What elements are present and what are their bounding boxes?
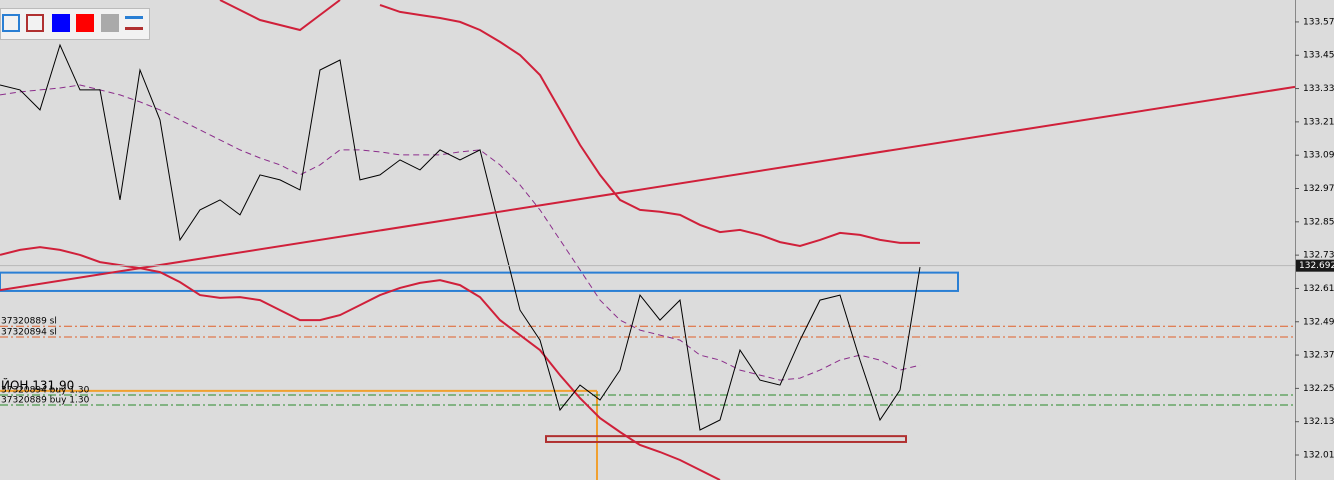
y-tick-label: 132.730 (1303, 251, 1334, 261)
blue-fill-tool[interactable] (52, 14, 70, 32)
red-fill-tool[interactable] (76, 14, 94, 32)
trendline (0, 85, 1296, 292)
y-tick-label: 133.330 (1303, 84, 1334, 94)
series-line (379, 4, 920, 248)
price-axis-panel (1295, 0, 1334, 480)
y-tick-label: 133.210 (1303, 117, 1334, 127)
y-tick-label: 132.250 (1303, 384, 1334, 394)
current-price-tag (1296, 259, 1334, 272)
order-label: 37320894 buy 1.30 (1, 386, 90, 396)
y-tick-label: 132.610 (1303, 284, 1334, 294)
red-rectangle-tool[interactable] (26, 14, 44, 32)
blue-rectangle-tool[interactable] (2, 14, 20, 32)
price-zone (0, 271, 959, 292)
y-tick-label: 132.970 (1303, 184, 1334, 194)
y-tick-label: 132.850 (1303, 217, 1334, 227)
y-tick-label: 133.090 (1303, 151, 1334, 161)
y-tick-label: 133.570 (1303, 17, 1334, 27)
price-zone (545, 435, 907, 443)
order-label: 37320889 sl (1, 317, 57, 327)
gray-fill-tool[interactable] (101, 14, 119, 32)
y-tick-label: 133.450 (1303, 51, 1334, 61)
order-label: 37320894 sl (1, 328, 57, 338)
current-price-label: 132.692 (1299, 261, 1334, 271)
line-style-tool[interactable] (125, 14, 143, 32)
y-tick-label: 132.490 (1303, 317, 1334, 327)
series-line (0, 246, 721, 480)
series-line (0, 43, 921, 431)
order-label: ЙОН 131,90 (1, 377, 74, 392)
series-line (219, 0, 341, 32)
drawing-toolbar (0, 8, 150, 40)
y-tick-label: 132.130 (1303, 417, 1334, 427)
order-label: 37320889 buy 1.30 (1, 396, 90, 406)
series-line (0, 84, 921, 381)
y-tick-label: 132.370 (1303, 351, 1334, 361)
y-tick-label: 132.010 (1303, 451, 1334, 461)
